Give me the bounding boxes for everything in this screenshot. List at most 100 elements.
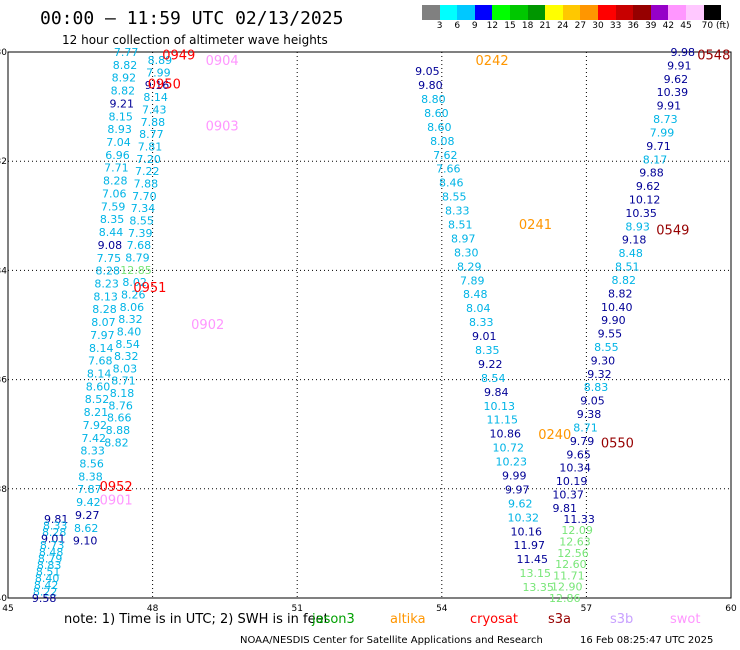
wave-height-value: 8.33 — [445, 205, 470, 218]
wave-height-value: 10.13 — [483, 400, 515, 413]
wave-height-value: 7.06 — [102, 187, 127, 200]
wave-height-value: 7.75 — [97, 252, 122, 265]
colorbar-cell — [685, 5, 704, 20]
wave-height-value: 7.88 — [134, 177, 159, 190]
wave-height-value: 9.21 — [110, 97, 135, 110]
wave-height-value: 9.71 — [646, 140, 671, 153]
wave-height-value: 8.51 — [448, 219, 473, 232]
wave-height-value: 7.04 — [106, 136, 131, 149]
chart-subtitle: 12 hour collection of altimeter wave hei… — [62, 33, 328, 47]
x-tick-label: 48 — [147, 604, 159, 614]
wave-height-value: 8.28 — [92, 303, 117, 316]
wave-height-value: 8.02 — [122, 276, 147, 289]
wave-height-value: 7.99 — [650, 126, 675, 139]
wave-height-value: 10.19 — [556, 475, 588, 488]
wave-height-value: 8.28 — [42, 526, 67, 539]
wave-height-value: 8.48 — [39, 546, 64, 559]
wave-height-value: 7.43 — [142, 104, 167, 117]
wave-height-value: 7.68 — [88, 355, 113, 368]
y-tick-label: -36 — [0, 376, 7, 386]
wave-height-value: 8.08 — [430, 135, 455, 148]
wave-height-value: 9.91 — [667, 59, 692, 72]
wave-height-value: 10.34 — [559, 462, 591, 475]
wave-height-value: 8.82 — [111, 85, 136, 98]
wave-height-value: 7.71 — [104, 162, 129, 175]
wave-height-value: 10.37 — [552, 489, 584, 502]
colorbar-label: 15 — [504, 21, 516, 31]
wave-height-value: 8.83 — [37, 559, 62, 572]
wave-height-value: 6.96 — [105, 149, 130, 162]
wave-height-value: 8.23 — [94, 277, 119, 290]
pass-time-label: 0952 — [100, 480, 133, 495]
wave-height-value: 10.35 — [625, 207, 657, 220]
wave-height-value: 8.82 — [608, 287, 633, 300]
pass-time-label: 0904 — [206, 54, 239, 69]
wave-height-value: 10.16 — [510, 525, 542, 538]
wave-height-value: 7.66 — [436, 163, 461, 176]
wave-height-value: 7.20 — [136, 153, 161, 166]
wave-height-value: 8.60 — [424, 107, 449, 120]
wave-height-value: 10.72 — [492, 442, 524, 455]
wave-height-value: 8.80 — [421, 93, 446, 106]
wave-height-value: 9.99 — [502, 470, 527, 483]
wave-height-value: 7.39 — [128, 227, 153, 240]
wave-height-value: 11.97 — [513, 539, 545, 552]
pass-time-label: 0902 — [191, 318, 224, 333]
colorbar-cell — [439, 5, 458, 20]
pass-time-label: 0242 — [476, 54, 509, 69]
wave-height-value: 11.33 — [563, 513, 595, 526]
colorbar-cell — [562, 5, 581, 20]
colorbar-label: 3 — [436, 21, 443, 31]
wave-height-value: 8.73 — [40, 539, 65, 552]
colorbar — [422, 5, 722, 20]
wave-height-value: 9.62 — [508, 497, 533, 510]
legend-altika: altika — [390, 612, 426, 627]
wave-height-value: 8.77 — [139, 128, 164, 141]
wave-height-value: 8.28 — [103, 175, 128, 188]
wave-height-value: 12.56 — [557, 547, 589, 560]
wave-height-value: 8.62 — [74, 522, 99, 535]
wave-height-value: 9.38 — [577, 408, 602, 421]
wave-height-value: 8.06 — [120, 301, 145, 314]
wave-height-value: 7.97 — [90, 329, 115, 342]
wave-height-value: 8.46 — [439, 177, 464, 190]
wave-height-value: 7.59 — [101, 200, 126, 213]
footer-timestamp: 16 Feb 08:25:47 UTC 2025 — [580, 635, 714, 646]
pass-time-label: 0549 — [656, 223, 689, 238]
wave-height-value: 8.48 — [463, 288, 488, 301]
wave-height-value: 8.14 — [89, 342, 114, 355]
wave-height-value: 7.22 — [135, 165, 160, 178]
wave-height-value: 7.42 — [81, 432, 106, 445]
wave-height-value: 9.05 — [415, 65, 440, 78]
wave-height-value: 8.03 — [113, 362, 138, 375]
wave-height-value: 7.87 — [77, 483, 102, 496]
colorbar-cell — [668, 5, 686, 20]
x-tick-label: 57 — [581, 604, 592, 614]
wave-height-value: 8.89 — [148, 54, 173, 67]
x-tick-label: 54 — [436, 604, 448, 614]
colorbar-label: 70 (ft) — [701, 21, 730, 31]
colorbar-cell — [457, 5, 475, 20]
wave-height-value: 7.77 — [114, 46, 139, 59]
wave-height-value: 9.62 — [664, 73, 689, 86]
wave-height-value: 7.92 — [83, 419, 108, 432]
wave-height-value: 9.81 — [44, 513, 69, 526]
wave-height-value: 11.45 — [516, 553, 548, 566]
wave-height-value: 9.80 — [418, 79, 443, 92]
wave-height-value: 8.71 — [573, 421, 598, 434]
y-tick-label: -30 — [0, 48, 7, 58]
wave-height-value: 8.38 — [78, 470, 103, 483]
wave-height-value: 9.32 — [587, 368, 612, 381]
colorbar-cell — [474, 5, 493, 20]
wave-height-value: 12.90 — [551, 581, 583, 594]
wave-height-value: 10.32 — [507, 511, 539, 524]
wave-height-value: 7.34 — [131, 202, 156, 215]
wave-height-value: 8.14 — [87, 367, 112, 380]
wave-height-value: 9.97 — [505, 483, 530, 496]
wave-height-value: 8.55 — [442, 191, 467, 204]
wave-height-value: 9.27 — [75, 509, 100, 522]
legend-swot: swot — [670, 612, 701, 627]
wave-height-value: 8.51 — [615, 261, 640, 274]
wave-height-value: 9.05 — [580, 395, 605, 408]
